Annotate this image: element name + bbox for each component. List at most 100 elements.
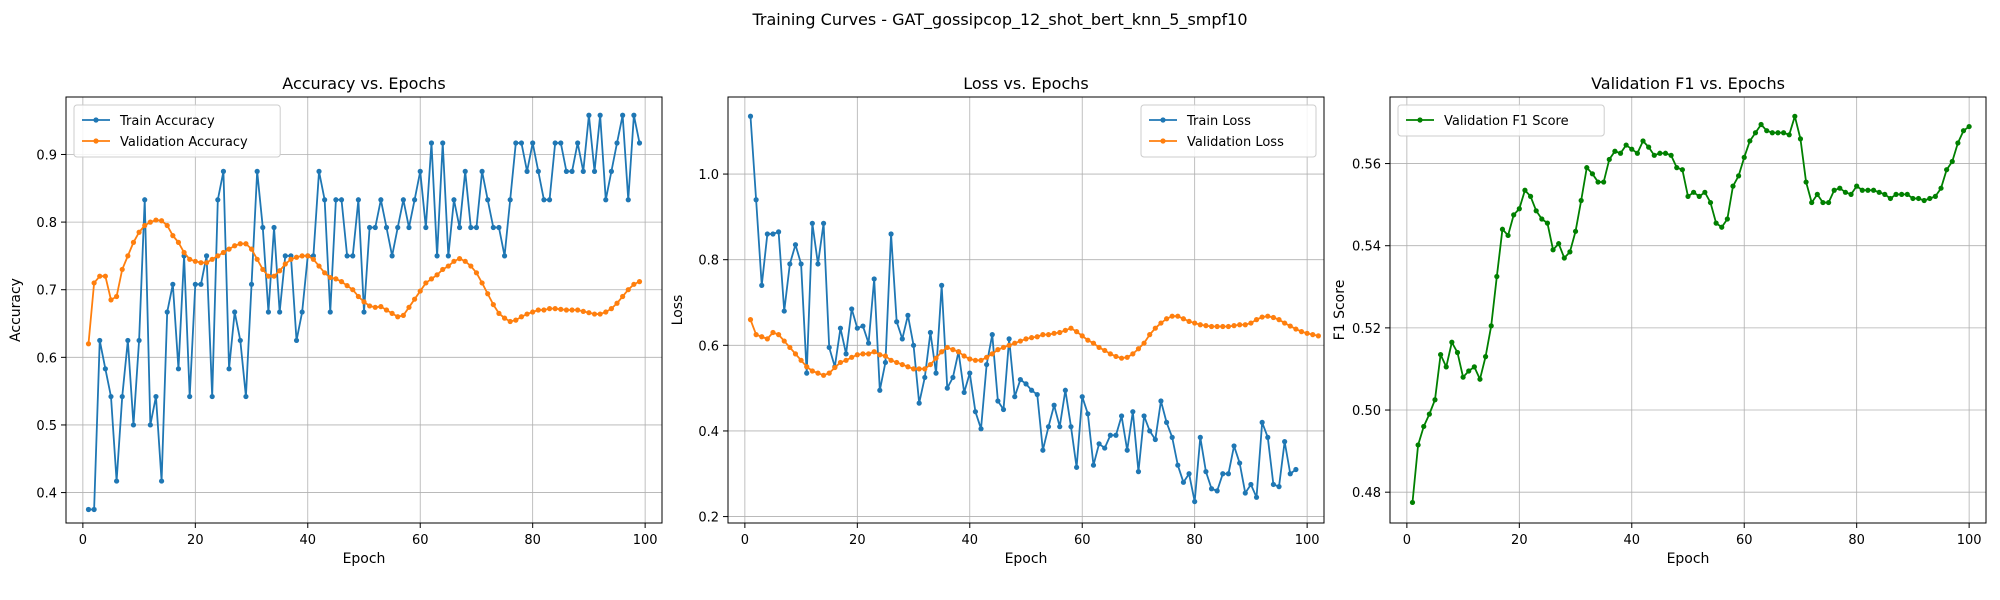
accuracy-series-1-point: [102, 273, 108, 279]
f1-y-tick-label: 0.56: [1352, 158, 1381, 173]
accuracy-series-1-point: [395, 314, 401, 320]
accuracy-series-0-point: [462, 168, 468, 174]
loss-series-0-point: [804, 370, 810, 376]
loss-series-1: [747, 313, 1321, 378]
accuracy-series-1-point: [631, 281, 637, 287]
f1-series-0-point: [1685, 193, 1691, 200]
accuracy-series-0-point: [485, 197, 491, 203]
loss-series-1-point: [1074, 329, 1080, 335]
f1-series-0-point: [1572, 228, 1579, 234]
f1-series-0-point: [1736, 173, 1742, 179]
loss-series-1-point: [1214, 323, 1220, 330]
loss-legend-marker: [1160, 138, 1166, 144]
accuracy-series-0-point: [248, 281, 255, 287]
figure-title: Training Curves - GAT_gossipcop_12_shot_…: [752, 10, 1248, 29]
accuracy-series-0-point: [299, 309, 305, 315]
f1-series-0-point: [1556, 241, 1562, 247]
f1-series-0-point: [1758, 121, 1764, 128]
loss-x-tick-label: 20: [849, 533, 866, 548]
loss-series-1-point: [1265, 313, 1271, 319]
accuracy-series-0-point: [541, 197, 547, 203]
accuracy-series-1-point: [153, 217, 159, 223]
f1-series-0-point: [1775, 130, 1781, 136]
f1-series-0-point: [1780, 130, 1787, 136]
accuracy-series-0-point: [265, 309, 272, 315]
loss-series-1-point: [1090, 340, 1097, 346]
f1-series-0-point: [1454, 349, 1461, 356]
accuracy-series-1-point: [603, 309, 609, 315]
accuracy-series-0-point: [406, 224, 412, 231]
accuracy-series-1-point: [524, 311, 530, 317]
loss-x-tick-label: 60: [1074, 533, 1091, 548]
loss-x-tick-label: 40: [962, 533, 979, 548]
loss-series-1-point: [1158, 320, 1164, 326]
accuracy-series-0-point: [434, 253, 440, 259]
loss-series-1-point: [1192, 320, 1198, 326]
loss-series-1-point: [1051, 330, 1057, 336]
f1-series-0-point: [1623, 142, 1629, 148]
loss-series-1-point: [950, 347, 956, 353]
accuracy-series-1-point: [614, 300, 620, 306]
accuracy-series-1-point: [513, 317, 519, 323]
f1-series-0-point: [1927, 195, 1933, 202]
loss-series-1-point: [905, 364, 911, 370]
loss-y-tick-label: 0.2: [698, 511, 719, 526]
accuracy-series-1-point: [164, 222, 170, 229]
accuracy-series-1-point: [282, 261, 288, 267]
loss-series-0: [747, 113, 1299, 505]
accuracy-series-1-point: [187, 256, 193, 262]
loss-series-0-point: [865, 340, 872, 346]
loss-series-0-point: [995, 398, 1001, 404]
f1-series-0-point: [1797, 136, 1804, 142]
loss-series-1-point: [1180, 316, 1187, 322]
accuracy-series-1-line: [87, 219, 640, 344]
accuracy-series-0-point: [226, 366, 232, 372]
f1-series-0-point: [1617, 150, 1624, 156]
loss-series-1-point: [877, 352, 883, 358]
accuracy-series-0-point: [636, 140, 643, 146]
accuracy-series-1-point: [277, 268, 283, 274]
loss-series-1-point: [916, 366, 922, 372]
f1-series-0-point: [1949, 158, 1955, 165]
f1-series-0-point: [1533, 208, 1539, 214]
loss-series-0-point: [826, 344, 832, 351]
loss-series-0-point: [1175, 462, 1181, 468]
accuracy-series-1-point: [119, 266, 125, 273]
loss-series-0-point: [1186, 471, 1192, 477]
loss-series-0-point: [910, 342, 917, 348]
loss-series-0-point: [1029, 387, 1035, 393]
loss-series-0-point: [809, 220, 815, 226]
loss-series-0-point: [1096, 441, 1102, 447]
loss-series-1-point: [1208, 323, 1215, 330]
accuracy-series-0-point: [355, 197, 361, 203]
f1-series-0-point: [1921, 197, 1927, 204]
loss-x-tick-label: 0: [741, 533, 749, 548]
loss-series-1-point: [1225, 323, 1232, 330]
loss-series-0-point: [1034, 391, 1040, 398]
loss-series-1-point: [854, 352, 860, 358]
accuracy-series-0-point: [558, 140, 564, 146]
f1-series-0-point: [1584, 165, 1590, 171]
loss-series-1-point: [899, 361, 905, 368]
loss-series-1-point: [826, 370, 832, 376]
accuracy-series-0-point: [530, 140, 536, 146]
loss-series-1-point: [781, 338, 787, 344]
accuracy-series-0-point: [338, 197, 345, 203]
f1-series-0-line: [1411, 115, 1970, 503]
accuracy-series-1-point: [215, 253, 221, 259]
f1-series-0-point: [1955, 140, 1961, 146]
loss-y-tick-label: 0.4: [698, 425, 719, 440]
accuracy-series-0-point: [243, 393, 249, 400]
accuracy-series-1-point: [546, 306, 553, 312]
loss-series-1-point: [1034, 334, 1040, 340]
loss-chart-title: Loss vs. Epochs: [963, 74, 1088, 93]
accuracy-series-1-point: [181, 249, 187, 256]
accuracy-series-0-point: [400, 197, 406, 203]
accuracy-series-1-point: [451, 258, 457, 264]
accuracy-series-1-point: [530, 309, 536, 315]
loss-series-0-point: [1085, 411, 1091, 417]
loss-series-1-point: [1310, 332, 1316, 338]
loss-series-1-point: [1282, 320, 1288, 326]
accuracy-series-0-point: [344, 253, 350, 259]
loss-series-0-point: [1276, 484, 1282, 490]
